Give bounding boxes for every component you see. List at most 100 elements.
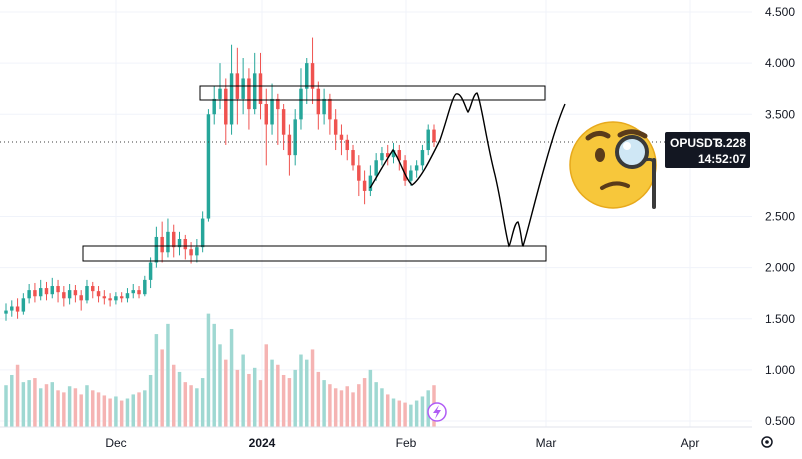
y-tick-label: 2.000 xyxy=(765,261,795,275)
x-tick-label: Mar xyxy=(536,436,557,450)
volume-bar xyxy=(171,364,176,427)
volume-bar xyxy=(362,378,367,427)
candle-body xyxy=(264,104,269,125)
volume-bar xyxy=(333,388,338,427)
volume-bar xyxy=(403,402,407,427)
candle-body xyxy=(44,288,49,295)
settings-gear-icon[interactable] xyxy=(761,436,773,448)
x-tick-label: Dec xyxy=(105,436,126,450)
candle-body xyxy=(258,73,263,105)
volume-bar xyxy=(183,382,188,427)
candle-body xyxy=(79,295,83,301)
candle-body xyxy=(357,165,361,181)
time-axis[interactable]: Dec 2024 Feb Mar Apr xyxy=(105,436,699,450)
candle-body xyxy=(391,150,396,158)
candle-body xyxy=(374,160,378,176)
volume-bar xyxy=(229,328,234,427)
y-tick-label: 2.500 xyxy=(765,210,795,224)
candle-body xyxy=(171,231,176,248)
last-price-label: 3.228 xyxy=(716,136,746,150)
support-zone[interactable] xyxy=(82,245,547,262)
candle-body xyxy=(38,288,43,297)
price-axis[interactable]: 4.500 4.000 3.500 2.500 2.000 1.500 1.000 0.500 xyxy=(765,5,795,428)
candle-body xyxy=(247,78,251,110)
volume-bar xyxy=(114,396,118,427)
projection-path[interactable] xyxy=(369,92,566,248)
volume-bar xyxy=(247,373,251,427)
volume-bar xyxy=(108,398,112,427)
volume-bar xyxy=(397,400,402,427)
volume-bar xyxy=(143,390,147,427)
y-tick-label: 0.500 xyxy=(765,414,795,428)
candle-body xyxy=(148,262,153,280)
candle-body xyxy=(131,290,135,294)
y-tick-label: 1.500 xyxy=(765,312,795,326)
candle-body xyxy=(270,98,274,125)
candle-body xyxy=(299,88,303,120)
candle-body xyxy=(96,291,101,297)
volume-bar xyxy=(264,344,269,427)
volume-bar xyxy=(177,371,182,427)
volume-bar xyxy=(368,369,373,427)
volume-bar xyxy=(345,386,349,427)
candle-body xyxy=(85,286,89,301)
candle-body xyxy=(27,290,31,299)
resistance-zone[interactable] xyxy=(199,85,546,101)
volume-bar xyxy=(310,349,315,427)
candle-body xyxy=(305,63,309,89)
volume-bar xyxy=(119,400,124,427)
candle-body xyxy=(4,310,8,314)
volume-bar xyxy=(27,380,31,427)
candle-body xyxy=(293,119,297,156)
candle-body xyxy=(102,296,107,299)
volume-bar xyxy=(137,392,141,427)
y-tick-label: 4.500 xyxy=(765,5,795,19)
volume-bar xyxy=(195,388,199,427)
candle-body xyxy=(252,73,257,110)
candle-body xyxy=(310,63,315,89)
volume-bar xyxy=(96,392,101,427)
volume-bar xyxy=(56,390,60,427)
volume-bar xyxy=(200,378,205,427)
volume-bar xyxy=(357,384,361,427)
candle-body xyxy=(166,231,170,253)
candle-body xyxy=(56,286,60,293)
volume-bar xyxy=(391,398,396,427)
candle-body xyxy=(333,119,338,135)
grid xyxy=(0,0,752,427)
volume-bar xyxy=(148,374,153,427)
candle-body xyxy=(143,279,147,295)
volume-bar xyxy=(420,396,425,427)
candle-body xyxy=(177,238,182,248)
lightning-icon[interactable] xyxy=(427,402,447,422)
volume-bar xyxy=(322,380,326,427)
volume-bar xyxy=(316,371,321,427)
volume-bar xyxy=(85,385,89,427)
countdown-label: 14:52:07 xyxy=(698,152,746,166)
volume-bar xyxy=(409,404,413,427)
volume-bar xyxy=(67,386,72,427)
volume-bar xyxy=(212,323,216,427)
candle-body xyxy=(322,98,326,115)
candle-body xyxy=(137,290,141,295)
candle-body xyxy=(206,114,211,219)
volume-bar xyxy=(154,334,159,427)
candle-body xyxy=(200,218,205,248)
candle-body xyxy=(10,306,14,311)
volume-bar xyxy=(131,394,135,427)
y-tick-label: 3.500 xyxy=(765,107,795,121)
volume-bar xyxy=(414,400,419,427)
candle-body xyxy=(339,134,344,140)
candle-body xyxy=(281,109,286,135)
volume-bar xyxy=(15,364,20,427)
volume-bar xyxy=(328,384,332,427)
volume-bar xyxy=(241,354,245,427)
volume-bar xyxy=(189,385,193,427)
volume-bar xyxy=(91,390,95,427)
volume-bar xyxy=(10,374,14,427)
volume-bar xyxy=(44,384,49,427)
candle-body xyxy=(108,298,112,301)
candle-body xyxy=(229,73,234,125)
symbol-label: OPUSDT xyxy=(670,136,721,150)
